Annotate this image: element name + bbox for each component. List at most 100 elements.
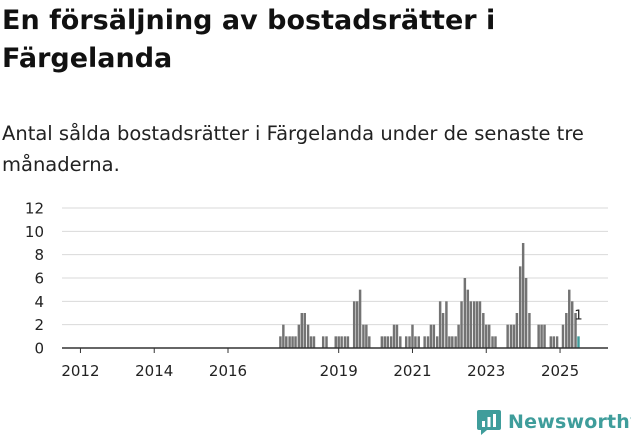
bar <box>279 336 282 348</box>
bar <box>451 336 454 348</box>
bar <box>432 324 436 348</box>
bar <box>300 313 304 348</box>
bar <box>417 336 420 348</box>
bar-latest <box>577 336 580 348</box>
bar <box>494 336 497 348</box>
bar <box>321 336 325 348</box>
bar <box>472 301 476 348</box>
newsworthy-logo-icon <box>477 410 501 435</box>
x-tick-label: 2023 <box>467 362 505 380</box>
x-tick-label: 2012 <box>61 362 99 380</box>
bar <box>540 324 543 348</box>
bar <box>352 301 356 348</box>
bar <box>411 324 414 348</box>
bar <box>408 336 411 348</box>
bar <box>518 266 522 348</box>
bar <box>334 336 337 348</box>
bar <box>445 301 448 348</box>
y-axis-ticks: 0 2 4 6 8 10 12 <box>25 200 44 358</box>
y-tick-label: 10 <box>25 223 44 241</box>
bar <box>565 313 568 348</box>
bar <box>469 301 472 348</box>
bar <box>340 336 343 348</box>
bar <box>460 301 463 348</box>
bar <box>368 336 371 348</box>
y-tick-label: 4 <box>34 293 44 311</box>
bar <box>285 336 288 348</box>
bar <box>463 278 467 348</box>
bar <box>482 313 485 348</box>
bar <box>524 278 528 348</box>
x-tick-label: 2016 <box>209 362 247 380</box>
x-tick-label: 2019 <box>320 362 358 380</box>
bar <box>487 324 491 348</box>
data-labels: 1 <box>574 308 582 323</box>
bar <box>291 336 294 348</box>
bar <box>528 313 531 348</box>
bar-chart: 0 2 4 6 8 10 12 2012 2014 2016 2019 2021 2023 2025 1 <box>25 200 608 380</box>
bar <box>512 324 516 348</box>
y-tick-label: 0 <box>34 340 44 358</box>
bar <box>355 301 359 348</box>
bar <box>423 336 426 348</box>
bar <box>475 301 479 348</box>
bar <box>454 336 457 348</box>
x-tick-label: 2014 <box>135 362 173 380</box>
bar <box>386 336 389 348</box>
bar <box>306 324 310 348</box>
bar <box>282 324 285 348</box>
bar <box>506 324 509 348</box>
bar <box>303 313 306 348</box>
bar <box>362 324 365 348</box>
y-tick-label: 12 <box>25 200 44 218</box>
bar <box>337 336 340 348</box>
bar <box>457 324 460 348</box>
chart-title: En försäljning av bostadsrätter i Färgel… <box>2 5 496 74</box>
y-tick-label: 6 <box>34 270 44 288</box>
bar <box>404 336 408 348</box>
bar <box>380 336 384 348</box>
bar <box>389 336 393 348</box>
y-tick-label: 2 <box>34 316 44 334</box>
bar <box>568 289 571 348</box>
bar <box>392 324 396 348</box>
bar <box>325 336 328 348</box>
bar <box>297 324 301 348</box>
bar <box>435 336 439 348</box>
bar <box>365 324 368 348</box>
bar <box>574 313 577 348</box>
bar <box>521 243 525 348</box>
bar <box>312 336 316 348</box>
x-tick-label: 2021 <box>393 362 431 380</box>
brand-logo[interactable]: Newsworthy <box>476 407 631 437</box>
bar <box>346 336 350 348</box>
bar <box>485 324 488 348</box>
bar <box>509 324 513 348</box>
bar <box>288 336 291 348</box>
bar <box>426 336 430 348</box>
bar <box>399 336 402 348</box>
y-tick-label: 8 <box>34 246 44 264</box>
bar <box>491 336 494 348</box>
bar <box>448 336 451 348</box>
x-tick-label: 2025 <box>541 362 579 380</box>
bar <box>309 336 313 348</box>
bar <box>429 324 433 348</box>
bar <box>555 336 559 348</box>
bar <box>438 301 442 348</box>
bar <box>537 324 540 348</box>
bar <box>549 336 553 348</box>
bar <box>395 324 399 348</box>
bar <box>294 336 297 348</box>
bar <box>414 336 417 348</box>
bar <box>552 336 555 348</box>
chart-subtitle: Antal sålda bostadsrätter i Färgelanda u… <box>2 122 584 176</box>
bar <box>358 289 362 348</box>
bar <box>343 336 347 348</box>
brand-name: Newsworthy <box>508 411 631 433</box>
bar <box>570 301 574 348</box>
bar <box>466 289 470 348</box>
bar <box>515 313 519 348</box>
x-axis-ticks: 2012 2014 2016 2019 2021 2023 2025 <box>61 348 579 380</box>
bars <box>279 243 580 348</box>
